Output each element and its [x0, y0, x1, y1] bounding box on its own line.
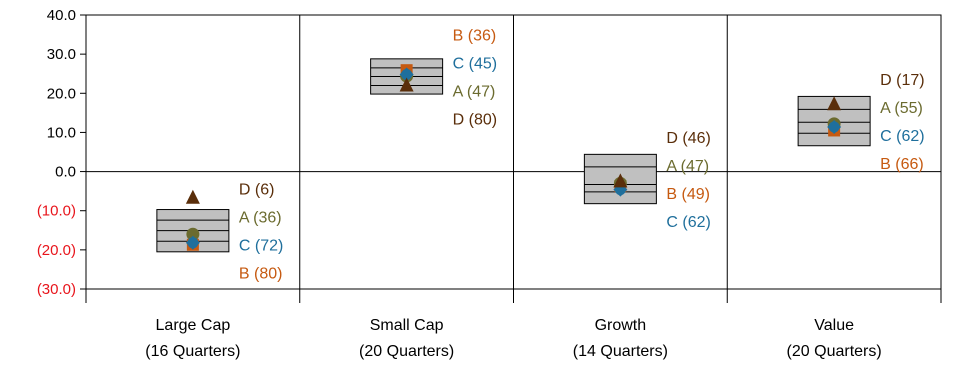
data-label: D (6) — [239, 182, 275, 199]
y-tick-label: 20.0 — [47, 85, 76, 102]
data-label: B (66) — [880, 156, 924, 173]
category-label: Small Cap — [370, 317, 444, 334]
data-label: C (62) — [880, 128, 924, 145]
marker-triangle-d — [185, 189, 200, 204]
y-tick-label: 30.0 — [47, 46, 76, 63]
marker-triangle-d — [827, 96, 842, 111]
category-group: D (6) A (36) C (72) B (80) — [156, 182, 283, 283]
marker-circle-a — [186, 227, 200, 241]
data-label: C (62) — [666, 214, 710, 231]
category-group: B (36) C (45) A (47) D (80) — [370, 27, 497, 128]
data-label: A (47) — [666, 158, 709, 175]
category-axis: Large Cap (16 Quarters) Small Cap (20 Quart… — [145, 317, 881, 360]
plot-area: D (6) A (36) C (72) B (80) B (36) C (45) A (47… — [85, 14, 942, 303]
data-label: B (49) — [666, 186, 710, 203]
marker-triangle-d — [613, 173, 628, 188]
data-label: C (45) — [453, 55, 497, 72]
data-label: D (80) — [453, 111, 497, 128]
category-label: Growth — [595, 317, 647, 334]
data-label: C (72) — [239, 238, 283, 255]
y-tick-label: (20.0) — [37, 242, 76, 259]
data-label: A (55) — [880, 100, 923, 117]
category-group: D (46) A (47) B (49) C (62) — [583, 130, 711, 231]
marker-circle-c — [401, 68, 413, 80]
y-axis: 40.0 30.0 20.0 10.0 0.0 (10.0) (20.0) (30.0) — [37, 7, 86, 298]
y-tick-label: (30.0) — [37, 281, 76, 298]
category-sublabel: (16 Quarters) — [145, 343, 240, 360]
category-sublabel: (20 Quarters) — [359, 343, 454, 360]
y-tick-label: 0.0 — [55, 164, 76, 181]
y-tick-label: (10.0) — [37, 203, 76, 220]
data-label: D (17) — [880, 72, 924, 89]
marker-circle-c — [828, 121, 840, 133]
category-sublabel: (14 Quarters) — [573, 343, 668, 360]
marker-circle-c — [187, 237, 199, 249]
category-sublabel: (20 Quarters) — [787, 343, 882, 360]
y-tick-label: 10.0 — [47, 124, 76, 141]
data-label: B (80) — [239, 266, 283, 283]
data-label: B (36) — [453, 27, 497, 44]
category-label: Value — [814, 317, 854, 334]
marker-triangle-d — [399, 77, 414, 92]
data-label: A (36) — [239, 210, 282, 227]
data-label: D (46) — [666, 130, 710, 147]
y-tick-label: 40.0 — [47, 7, 76, 24]
category-group: D (17) A (55) C (62) B (66) — [797, 72, 925, 173]
category-label: Large Cap — [156, 317, 231, 334]
data-label: A (47) — [453, 83, 496, 100]
